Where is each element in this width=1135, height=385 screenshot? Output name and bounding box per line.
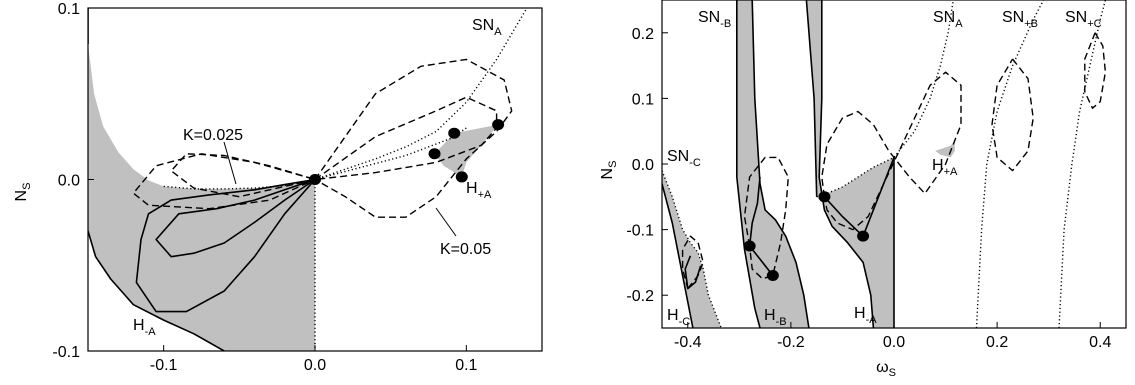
solid-curve-6 bbox=[88, 230, 225, 351]
right-label-h-minus-c: H-C bbox=[667, 307, 690, 328]
solid-curve-6 bbox=[751, 0, 810, 328]
solid-curve-11 bbox=[748, 177, 761, 247]
left-ticks: -0.1 0.0 0.1 -0.1 0.0 0.1 bbox=[52, 1, 477, 374]
left-k-large-pointer bbox=[435, 207, 457, 237]
dotted-curve-2 bbox=[163, 8, 528, 190]
left-label-h-minus-a: H-A bbox=[133, 317, 156, 338]
shaded-region-1 bbox=[434, 124, 499, 177]
right-y-axis-label: NS bbox=[599, 161, 619, 180]
right-label-sn-plus-c: SN+C bbox=[1065, 9, 1102, 30]
dashed-curve-21 bbox=[821, 71, 962, 231]
left-label-k-large: K=0.05 bbox=[440, 241, 491, 258]
dotted-curve-18 bbox=[1058, 0, 1107, 328]
x-tick-label-3: 0.2 bbox=[986, 334, 1008, 351]
marked-point-0 bbox=[309, 174, 321, 185]
right-ticks: -0.4 -0.2 0.0 0.2 0.4 -0.2 -0.1 0.0 0.1 0.2 bbox=[626, 26, 1111, 351]
x-tick-label-2: 0.0 bbox=[883, 334, 905, 351]
solid-curve-7 bbox=[805, 0, 818, 197]
solid-curve-8 bbox=[818, 0, 875, 328]
solid-curve-5 bbox=[735, 0, 761, 328]
x-tick-label-1: -0.2 bbox=[777, 334, 805, 351]
y-tick-label-3: 0.1 bbox=[632, 91, 654, 108]
x-tick-label-4: 0.4 bbox=[1089, 334, 1111, 351]
y-tick-label-2: 0.1 bbox=[58, 1, 80, 18]
x-tick-label-2: 0.1 bbox=[455, 357, 477, 374]
right-label-sn-plus-b: SN+B bbox=[1002, 9, 1038, 30]
dashed-curve-20 bbox=[743, 156, 789, 280]
x-tick-label-1: 0.0 bbox=[304, 357, 326, 374]
x-tick-label-0: -0.4 bbox=[674, 334, 702, 351]
marked-point-2 bbox=[818, 191, 831, 203]
right-label-h-minus-a: H-A bbox=[854, 305, 877, 326]
left-y-axis-label: NS bbox=[13, 183, 33, 202]
y-tick-label-1: 0.0 bbox=[58, 173, 80, 190]
left-plot-area bbox=[88, 8, 528, 351]
marked-point-0 bbox=[743, 240, 756, 252]
left-label-k-small: K=0.025 bbox=[183, 127, 243, 144]
left-label-sn-a: SNA bbox=[472, 17, 502, 38]
y-tick-label-0: -0.1 bbox=[52, 344, 80, 361]
shaded-region-0 bbox=[662, 170, 722, 328]
y-tick-label-0: -0.2 bbox=[626, 288, 654, 305]
left-label-h-plus-a: H+A bbox=[466, 180, 492, 201]
solid-curve-8 bbox=[135, 178, 316, 313]
left-k-small-pointer bbox=[223, 141, 237, 185]
solid-curve-14 bbox=[862, 157, 895, 237]
right-label-sn-minus-c: SN-C bbox=[667, 148, 701, 169]
marked-point-1 bbox=[766, 270, 779, 282]
right-label-sn-minus-b: SN-B bbox=[698, 9, 731, 30]
dotted-curve-15 bbox=[662, 170, 722, 328]
shaded-region-2 bbox=[806, 0, 894, 328]
solid-curve-7 bbox=[155, 178, 316, 258]
right-label-sn-a: SNA bbox=[933, 9, 963, 30]
x-tick-label-0: -0.1 bbox=[150, 357, 178, 374]
dashed-curve-22 bbox=[991, 58, 1034, 172]
right-label-h-minus-b: H-B bbox=[764, 307, 787, 328]
left-panel: -0.1 0.0 0.1 -0.1 0.0 0.1 NS SNA H+A H-A K=0.… bbox=[13, 1, 543, 374]
marked-point-3 bbox=[857, 230, 870, 242]
right-plot-area bbox=[662, 0, 1107, 328]
right-panel: -0.4 -0.2 0.0 0.2 0.4 -0.2 -0.1 0.0 0.1 0.2 NS ωS… bbox=[599, 0, 1127, 379]
marked-point-1 bbox=[428, 148, 441, 160]
marked-point-3 bbox=[492, 119, 505, 131]
solid-curve-4 bbox=[662, 183, 694, 328]
y-tick-label-2: 0.0 bbox=[632, 157, 654, 174]
marked-point-4 bbox=[455, 171, 468, 183]
dashed-curve-9 bbox=[170, 96, 498, 198]
dashed-curve-19 bbox=[681, 235, 704, 290]
dashed-curve-23 bbox=[1084, 32, 1107, 109]
right-x-axis-label: ωS bbox=[876, 359, 896, 379]
y-tick-label-4: 0.2 bbox=[632, 26, 654, 43]
dotted-curve-17 bbox=[975, 0, 1045, 328]
solid-curve-13 bbox=[823, 196, 864, 237]
shaded-region-0 bbox=[88, 44, 315, 351]
right-label-h-plus-a: H+A bbox=[932, 157, 958, 178]
dotted-curve-16 bbox=[816, 0, 954, 198]
marked-point-2 bbox=[448, 127, 461, 139]
y-tick-label-1: -0.1 bbox=[626, 223, 654, 240]
